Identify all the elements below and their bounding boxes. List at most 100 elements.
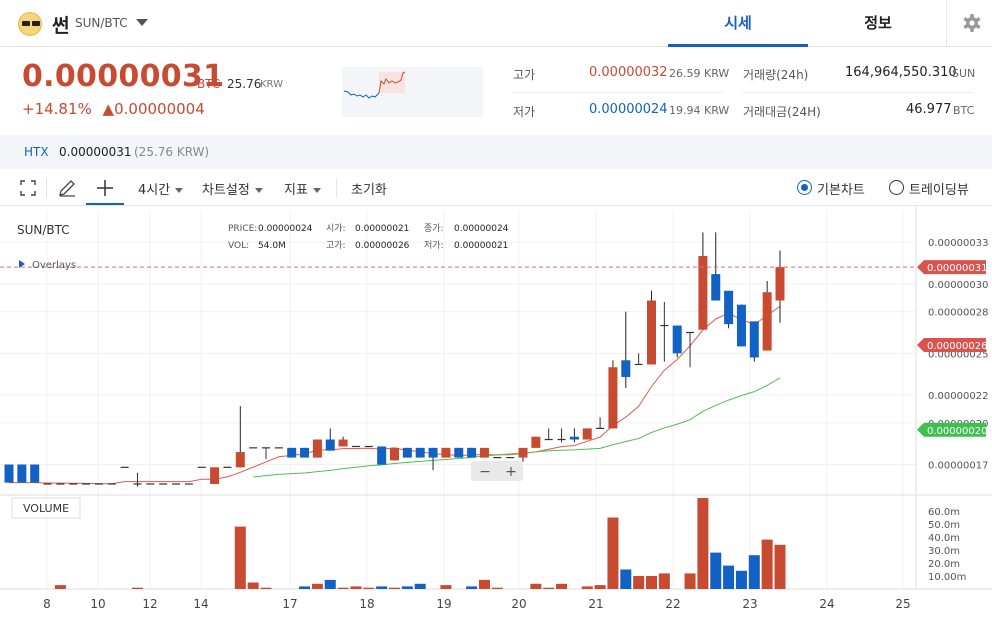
- amount-label: 거래대금(24H): [743, 105, 821, 119]
- candle-body: [312, 439, 322, 458]
- fullscreen-icon[interactable]: [20, 180, 36, 196]
- interval-select[interactable]: 4시간: [138, 179, 184, 198]
- legend-label: 저가:: [424, 240, 444, 251]
- interval-label: 4시간: [138, 183, 171, 198]
- candle-body: [338, 439, 348, 447]
- chart-title: SUN/BTC: [17, 223, 70, 237]
- volume-unit: SUN: [952, 67, 976, 80]
- volume-bar: [710, 552, 722, 589]
- candle-body: [724, 290, 734, 325]
- volume-bar: [132, 587, 143, 589]
- gear-icon[interactable]: [946, 0, 992, 47]
- volume-bar: [440, 585, 452, 589]
- x-tick-label: 20: [511, 597, 526, 611]
- pair-label: SUN/BTC: [75, 16, 128, 30]
- volume-bar: [581, 586, 593, 589]
- volume-bar: [260, 587, 272, 589]
- candle-body: [479, 447, 489, 458]
- volume-bar: [723, 565, 735, 589]
- legend-label: 종가:: [424, 223, 444, 234]
- price-chart[interactable]: 0.00000033 0.00000030 0.00000028 0.00000025…: [0, 207, 992, 620]
- tab-info[interactable]: 정보: [864, 14, 892, 32]
- exchange-name[interactable]: HTX: [24, 145, 49, 159]
- legend-value: 0.00000024: [454, 224, 509, 234]
- indicators-menu[interactable]: 지표: [284, 179, 321, 198]
- candle-body: [287, 447, 297, 458]
- high-krw: 26.59 KRW: [669, 67, 730, 80]
- candle-body: [582, 428, 592, 440]
- volume-bar: [607, 517, 619, 589]
- exchange-row[interactable]: HTX 0.00000031 (25.76 KRW): [0, 135, 992, 169]
- candle-body: [210, 467, 220, 484]
- volume-bar: [646, 576, 657, 589]
- volume-bar: [594, 585, 606, 589]
- candle-body: [621, 360, 631, 377]
- volume-bar: [684, 573, 696, 589]
- legend-label: PRICE:: [228, 224, 257, 234]
- pencil-icon[interactable]: [57, 178, 77, 198]
- volume-bar: [774, 544, 786, 589]
- x-tick-label: 19: [436, 597, 451, 611]
- x-tick-label: 14: [193, 597, 208, 611]
- change-percent: +14.81%: [22, 100, 92, 118]
- overlays-caret-icon: [19, 260, 25, 268]
- divider: [46, 178, 47, 198]
- coin-name: 썬: [52, 15, 70, 37]
- volume-tick-label: 40.0m: [928, 533, 960, 544]
- zoom-in-button[interactable]: +: [505, 464, 517, 480]
- volume-label: VOLUME: [23, 502, 69, 515]
- basic-chart-label[interactable]: 기본차트: [817, 183, 865, 198]
- pair-dropdown-icon[interactable]: [136, 19, 148, 26]
- tradingview-label[interactable]: 트레이딩뷰: [909, 183, 969, 198]
- chart-settings-menu[interactable]: 차트설정: [202, 179, 263, 198]
- candle-body: [30, 464, 40, 483]
- reset-button[interactable]: 초기화: [351, 183, 387, 198]
- candle-body: [711, 274, 721, 301]
- chevron-down-icon: [254, 188, 263, 193]
- sparkline-chart: [342, 67, 483, 117]
- legend-label: 고가:: [326, 240, 346, 251]
- volume-label: 거래량(24h): [743, 68, 809, 82]
- volume-bar: [247, 582, 259, 589]
- zoom-out-button[interactable]: −: [479, 464, 491, 480]
- exchange-krw: (25.76 KRW): [134, 145, 210, 159]
- volume-bar: [363, 587, 375, 589]
- candle-body: [454, 447, 464, 458]
- y-tick-label: 0.00000017: [928, 461, 988, 472]
- x-tick-label: 8: [43, 597, 51, 611]
- low-label: 저가: [513, 105, 536, 119]
- legend-value: 0.00000024: [258, 224, 313, 234]
- volume-tick-label: 50.0m: [928, 520, 960, 531]
- candle-body: [736, 304, 746, 347]
- volume-tick-label: 30.0m: [928, 546, 960, 557]
- candle-body: [531, 436, 541, 448]
- price-krw-unit: KRW: [260, 79, 283, 90]
- chevron-down-icon: [175, 188, 184, 193]
- volume-bar: [376, 586, 388, 589]
- volume-bar: [389, 587, 400, 589]
- overlays-label: Overlays: [32, 260, 76, 271]
- basic-chart-radio[interactable]: [797, 180, 812, 195]
- crosshair-icon[interactable]: [95, 178, 115, 198]
- x-tick-label: 12: [142, 597, 157, 611]
- divider: [336, 178, 337, 198]
- candlestick-chart[interactable]: 0.00000033 0.00000030 0.00000028 0.00000025…: [0, 207, 992, 620]
- chart-toolbar: 4시간 차트설정 지표 초기화 기본차트 트레이딩뷰: [0, 170, 992, 206]
- tradingview-radio[interactable]: [889, 180, 904, 195]
- volume-bar: [556, 583, 568, 589]
- chevron-down-icon: [312, 188, 321, 193]
- volume-bar: [337, 587, 349, 589]
- price-tag: [917, 338, 986, 352]
- chart-background: [0, 207, 992, 620]
- tab-market[interactable]: 시세: [668, 0, 808, 47]
- divider: [743, 92, 973, 93]
- volume-bar: [530, 583, 542, 589]
- candle-body: [402, 447, 412, 458]
- candle-body: [390, 447, 399, 461]
- price-unit: BTC: [197, 77, 221, 91]
- candle-body: [518, 447, 528, 458]
- volume-value: 164,964,550.310: [845, 65, 957, 80]
- candle-body: [698, 256, 708, 330]
- volume-bar: [324, 579, 336, 589]
- amount-value: 46.977: [906, 102, 952, 117]
